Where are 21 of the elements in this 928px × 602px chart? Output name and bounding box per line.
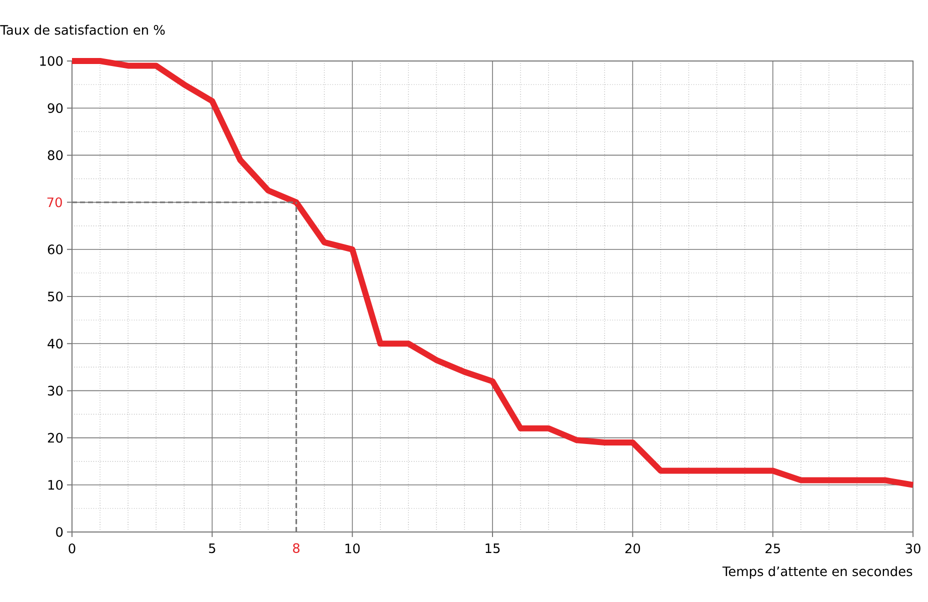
y-tick-label: 30 bbox=[48, 386, 63, 396]
ref-line-label: 8 bbox=[293, 543, 300, 554]
x-tick-label: 30 bbox=[906, 544, 920, 554]
x-tick-label: 10 bbox=[346, 544, 360, 554]
y-axis-title: Taux de satisfaction en % bbox=[0, 24, 165, 35]
y-tick-label: 60 bbox=[48, 244, 63, 254]
y-tick-label: 80 bbox=[48, 150, 63, 160]
y-tick-label: 90 bbox=[48, 103, 63, 114]
ref-line-label: 70 bbox=[47, 197, 62, 208]
x-tick-label: 0 bbox=[68, 544, 76, 554]
x-tick-label: 20 bbox=[625, 544, 640, 554]
y-tick-label: 10 bbox=[48, 480, 63, 490]
x-tick-label: 25 bbox=[766, 544, 780, 554]
y-tick-label: 40 bbox=[48, 338, 63, 349]
y-tick-label: 0 bbox=[56, 527, 63, 537]
y-tick-label: 20 bbox=[48, 432, 63, 443]
x-tick-label: 15 bbox=[486, 544, 500, 554]
x-axis-title: Temps d’attente en secondes bbox=[722, 566, 912, 579]
y-tick-label: 50 bbox=[48, 292, 63, 302]
x-tick-label: 5 bbox=[209, 544, 216, 554]
y-tick-label: 100 bbox=[40, 56, 63, 66]
